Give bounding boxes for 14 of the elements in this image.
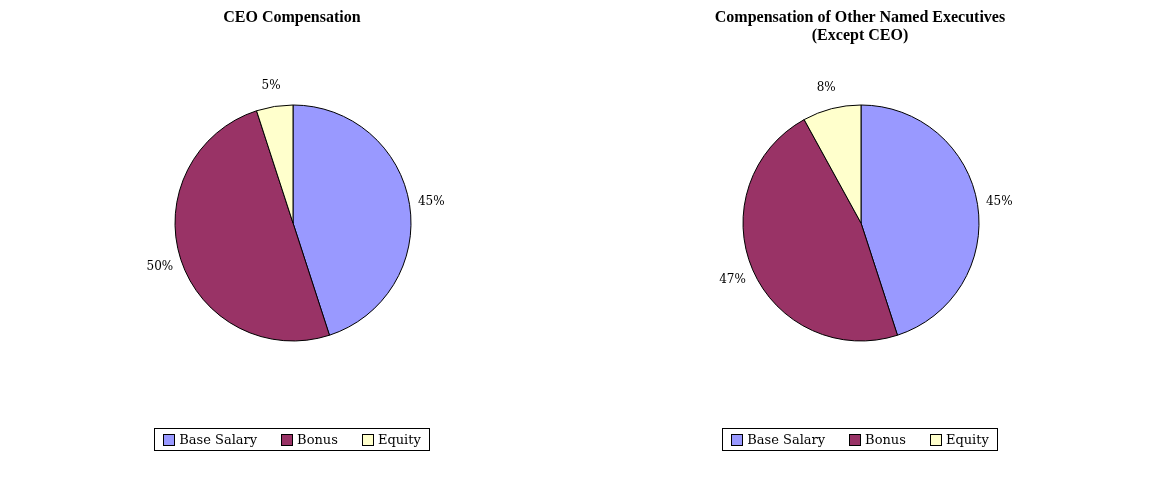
data-label: 47% bbox=[719, 271, 746, 286]
data-label: 50% bbox=[146, 259, 174, 274]
chart-title: CEO Compensation bbox=[222, 8, 362, 28]
legend-label: Equity bbox=[944, 432, 989, 447]
data-label: 45% bbox=[417, 194, 445, 209]
legend-label: Base Salary bbox=[178, 432, 258, 447]
data-label: 5% bbox=[261, 77, 281, 92]
legend-label: Bonus bbox=[296, 432, 338, 447]
legend-label: Bonus bbox=[864, 432, 906, 447]
legend-label: Equity bbox=[376, 432, 421, 447]
chart-title: Compensation of Other Named Executives (Except CEO) bbox=[713, 8, 1007, 46]
data-label: 45% bbox=[985, 194, 1013, 209]
legend-label: Base Salary bbox=[746, 432, 826, 447]
data-label: 8% bbox=[816, 80, 836, 95]
